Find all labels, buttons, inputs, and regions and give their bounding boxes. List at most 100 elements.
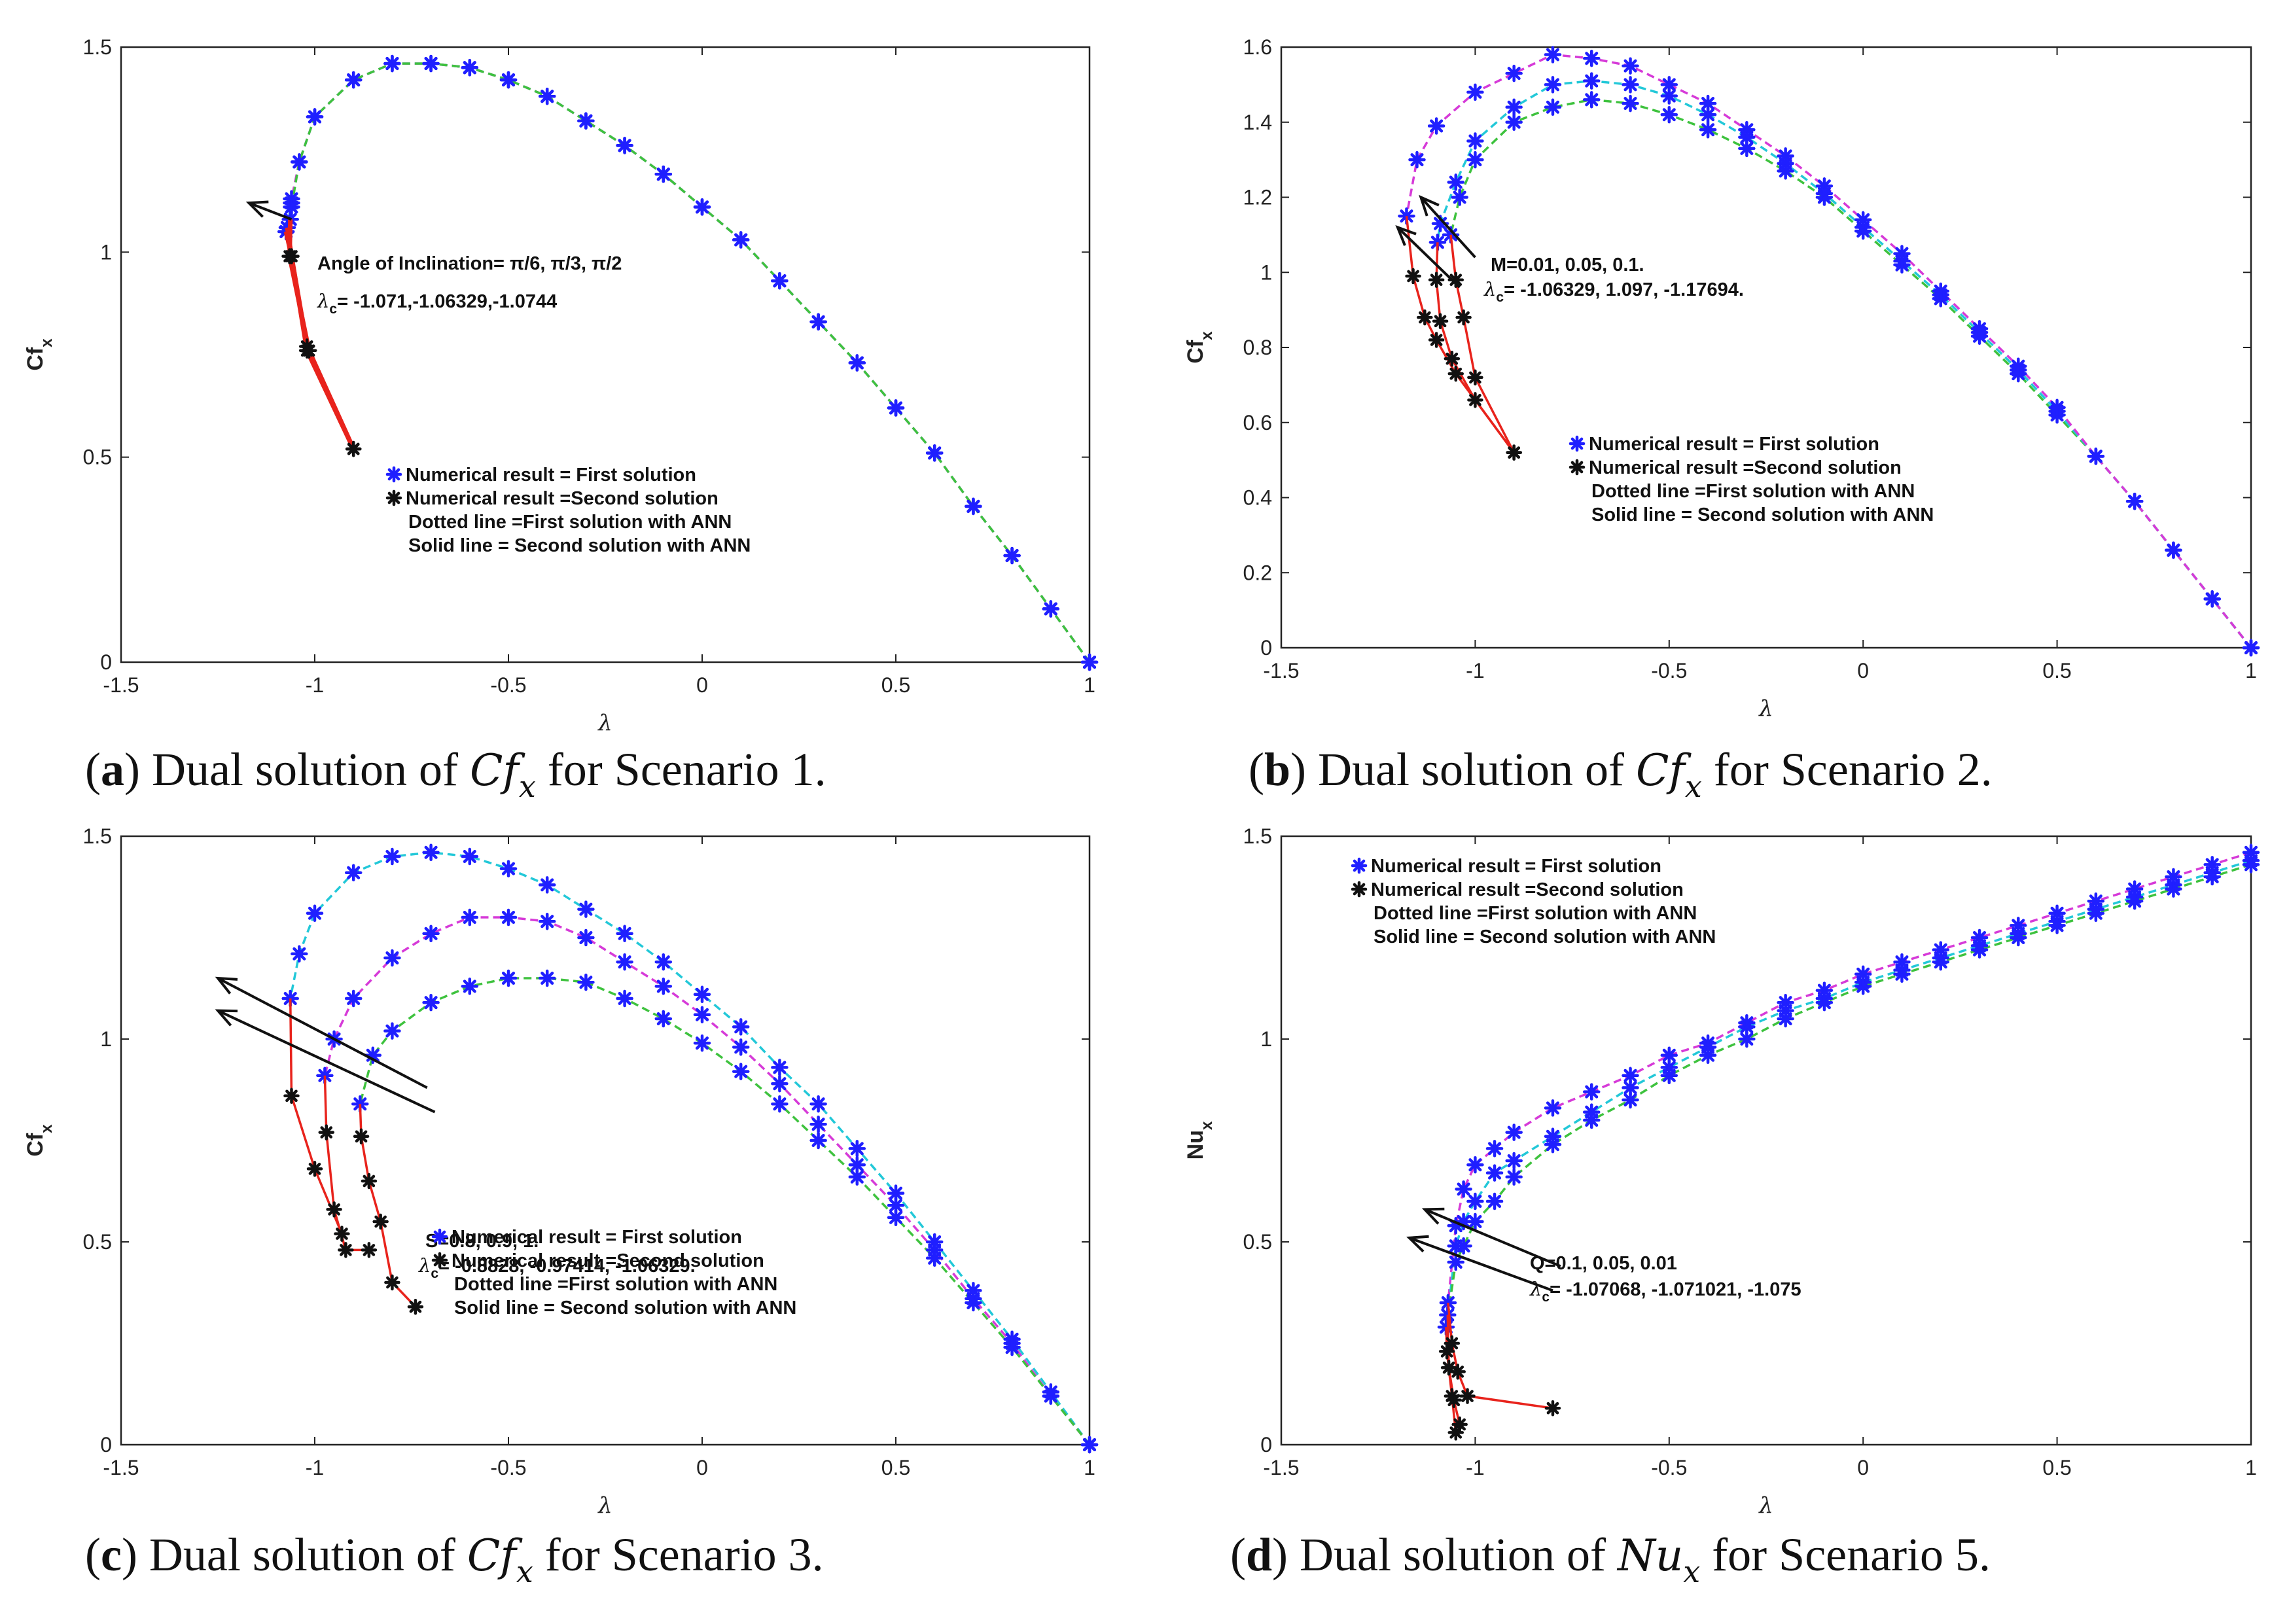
x-axis-label: λ xyxy=(1758,696,1773,722)
second-solution-marker xyxy=(283,248,300,264)
second-solution-marker xyxy=(353,1128,370,1145)
second-solution-marker xyxy=(1432,313,1449,330)
second-solution-marker xyxy=(1455,309,1472,326)
first-solution-marker xyxy=(2010,357,2027,375)
first-solution-marker xyxy=(499,969,518,987)
first-solution-marker xyxy=(499,71,518,89)
chart-panel-a: -1.5 -1 -0.5 0 0.5 1 0 0.5 1 1.5 λ Cfx Angle of Incl… xyxy=(23,35,1099,736)
first-solution-marker xyxy=(577,900,595,918)
first-solution-marker xyxy=(1582,91,1601,109)
chart-panel-d: -1.5 -1 -0.5 0 0.5 1 0 0.5 1 1.5 λ Nux Q=0.1, 0.05, … xyxy=(1183,824,2260,1519)
second-solution-marker xyxy=(283,1087,300,1104)
first-solution-marker xyxy=(1854,978,1872,995)
x-tick-label: 0 xyxy=(1857,659,1869,682)
second-solution-line-1 xyxy=(289,998,344,1235)
x-tick-label: 0 xyxy=(1857,1456,1869,1479)
first-solution-marker xyxy=(616,989,633,1008)
first-solution-marker xyxy=(577,928,595,947)
first-solution-marker xyxy=(654,953,673,971)
x-tick-label: -1.5 xyxy=(103,673,139,697)
x-tick-label: 1 xyxy=(1084,1456,1095,1479)
first-solution-marker xyxy=(1505,1152,1523,1170)
first-solution-marker xyxy=(1777,147,1794,165)
x-axis-label: λ xyxy=(597,1492,612,1519)
annotation-critical-values: λc= -1.06329, 1.097, -1.17694. xyxy=(1483,278,1744,305)
first-solution-marker xyxy=(1893,965,1911,983)
x-tick-label: -0.5 xyxy=(1651,1456,1687,1479)
annotation-parameters: M=0.01, 0.05, 0.1. xyxy=(1491,255,1644,275)
first-solution-marker xyxy=(1932,953,1950,971)
first-solution-marker xyxy=(1505,64,1523,82)
y-tick-label: 1 xyxy=(1260,1027,1272,1051)
first-solution-marker xyxy=(1466,1212,1484,1231)
first-solution-marker xyxy=(538,969,556,987)
y-tick-label: 0 xyxy=(1260,1433,1272,1456)
first-solution-marker xyxy=(1582,72,1601,90)
first-solution-marker xyxy=(654,978,673,995)
first-solution-marker xyxy=(693,198,711,216)
second-solution-marker xyxy=(372,1213,389,1230)
legend-entry-2: Numerical result =Second solution xyxy=(452,1250,764,1271)
first-solution-marker xyxy=(1455,1180,1472,1198)
second-solution-marker xyxy=(1467,369,1483,386)
first-solution-marker xyxy=(809,1131,827,1150)
y-tick-label: 1 xyxy=(100,240,112,264)
second-solution-marker xyxy=(1438,1343,1455,1360)
second-solution-marker xyxy=(338,1242,354,1258)
first-solution-line-3 xyxy=(1405,53,2252,649)
first-solution-marker xyxy=(538,912,556,930)
legend-first-marker xyxy=(385,466,402,483)
first-solution-marker xyxy=(1042,600,1060,618)
y-tick-label: 1.4 xyxy=(1243,111,1272,134)
x-tick-label: -0.5 xyxy=(490,673,526,697)
first-solution-marker xyxy=(732,1038,750,1056)
x-axis-label: λ xyxy=(1758,1492,1773,1519)
first-solution-marker xyxy=(693,1006,711,1024)
x-tick-label: 0.5 xyxy=(881,1456,910,1479)
second-solution-line-3 xyxy=(1405,215,1516,453)
first-solution-marker xyxy=(1660,76,1678,94)
first-solution-marker xyxy=(1485,1140,1504,1157)
legend-entry-2: Numerical result =Second solution xyxy=(1589,457,1902,478)
legend-entry-3: Dotted line =First solution with ANN xyxy=(454,1274,777,1295)
first-solution-marker xyxy=(538,87,556,105)
y-axis-label: Cfx xyxy=(1183,331,1216,364)
legend-first-marker xyxy=(1351,857,1368,874)
x-tick-label: -1.5 xyxy=(1263,1456,1299,1479)
x-axis-label: λ xyxy=(597,710,612,736)
first-solution-marker xyxy=(461,59,479,77)
annotation-parameters: Q=0.1, 0.05, 0.01 xyxy=(1530,1253,1677,1274)
y-axis-label: Cfx xyxy=(23,338,56,371)
y-tick-label: 0.4 xyxy=(1243,486,1272,510)
legend-entry-4: Solid line = Second solution with ANN xyxy=(1591,504,1934,525)
second-solution-marker xyxy=(1544,1400,1561,1417)
first-solution-marker xyxy=(809,1115,827,1133)
first-solution-marker xyxy=(887,1209,905,1227)
second-solution-marker xyxy=(1447,1424,1464,1441)
first-solution-marker xyxy=(422,843,440,862)
second-solution-marker xyxy=(407,1298,424,1315)
annotation-arrow xyxy=(1421,1207,1561,1268)
first-solution-marker xyxy=(1505,1168,1523,1186)
first-solution-marker xyxy=(1544,76,1562,94)
first-solution-marker xyxy=(1699,1046,1717,1065)
plot-frame xyxy=(120,46,1091,663)
first-solution-marker xyxy=(1815,177,1834,195)
first-solution-marker xyxy=(383,54,401,73)
second-solution-marker xyxy=(384,1274,400,1291)
y-tick-label: 0 xyxy=(100,1433,112,1456)
first-solution-marker xyxy=(1738,120,1756,139)
annotation-arrow xyxy=(215,976,428,1089)
first-solution-marker xyxy=(291,153,308,171)
first-solution-marker xyxy=(2165,880,2182,898)
first-solution-marker xyxy=(1505,98,1523,116)
legend: Numerical result = First solutionNumeric… xyxy=(1569,434,1934,525)
caption-b: (b) Dual solution of Cfx for Scenario 2. xyxy=(1249,743,1993,804)
first-solution-marker xyxy=(732,231,750,249)
first-solution-marker xyxy=(654,166,673,183)
first-solution-marker xyxy=(577,112,595,130)
first-solution-marker xyxy=(2087,904,2105,923)
y-tick-label: 1.5 xyxy=(83,824,112,848)
